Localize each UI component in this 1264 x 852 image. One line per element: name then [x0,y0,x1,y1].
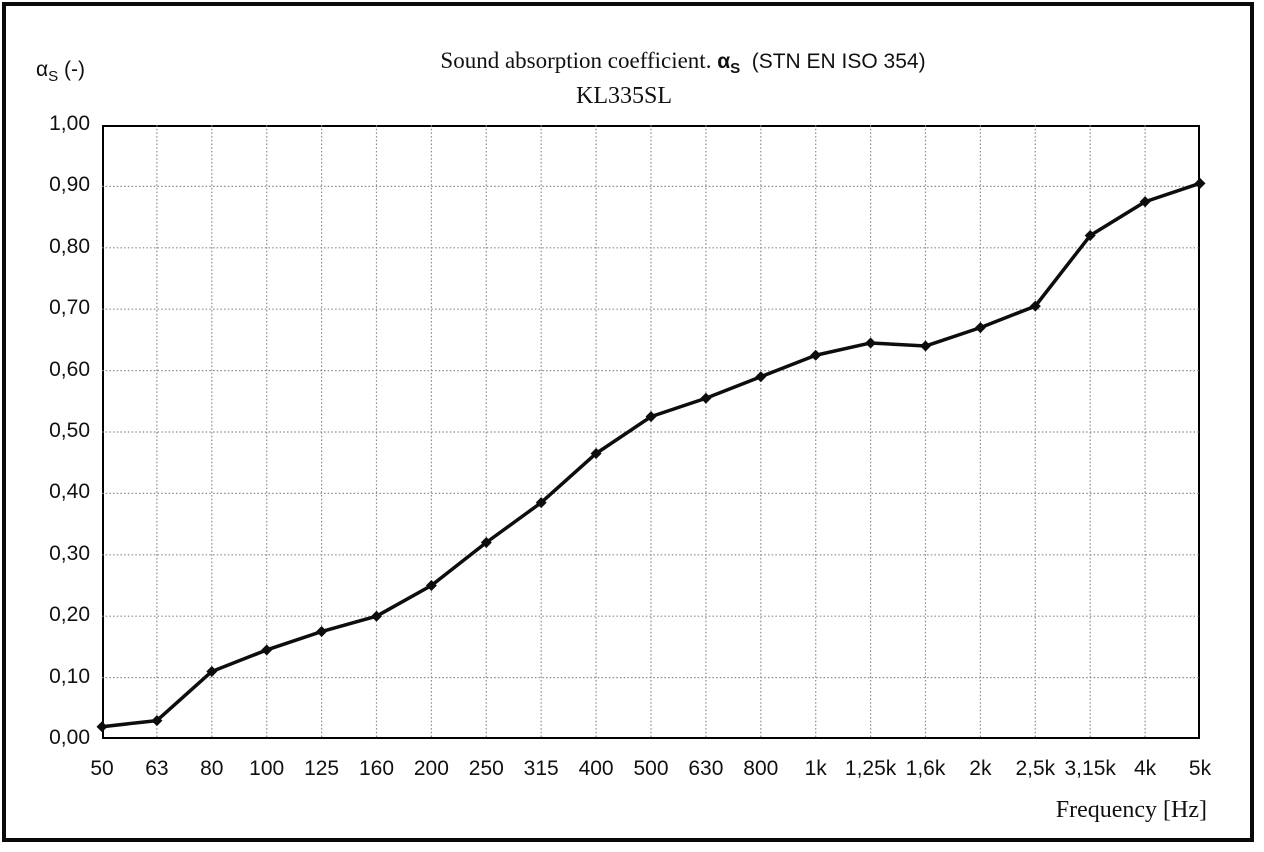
data-point-marker [1029,300,1041,312]
x-axis-tick-label: 4k [1134,757,1157,780]
data-point-marker [1139,196,1151,208]
data-point-marker [151,715,163,727]
plot-area [96,125,1206,739]
data-point-marker [425,580,437,591]
x-axis-tick-label: 5k [1188,757,1212,780]
page-border [2,2,1254,842]
data-point-marker [645,411,657,423]
data-point-marker [96,721,108,733]
x-axis-tick-label: 100 [249,757,285,780]
chart-title: Sound absorption coefficient. αS (STN EN… [440,48,926,78]
data-point-marker [535,497,547,509]
x-axis-tick-label: 50 [90,757,114,780]
data-point-marker [1084,230,1096,242]
x-axis-tick-label: 80 [200,757,224,780]
data-point-marker [316,626,328,638]
y-axis-tick-label: 0,50 [49,419,90,442]
x-axis-tick-label: 315 [523,757,559,780]
x-axis-tick-label: 1k [804,757,827,780]
x-axis-tick-label: 125 [304,757,340,780]
y-axis-tick-label: 0,30 [49,541,90,565]
data-point-marker [480,537,492,549]
data-point-marker [590,447,602,459]
y-axis-tick-label: 0,90 [49,173,90,197]
y-axis-tick-label: 0,70 [49,296,90,320]
data-point-marker [371,610,382,622]
chart-subtitle: KL335SL [576,83,672,109]
x-axis-title: Frequency [Hz] [1055,797,1207,823]
data-point-marker [755,371,767,383]
chart-title-standard: (STN EN ISO 354) [751,50,926,73]
data-point-marker [261,644,273,656]
y-axis-tick-label: 0,00 [49,726,90,749]
data-point-marker [920,340,931,352]
y-axis-tick-label: 1,00 [49,112,90,135]
x-axis-tick-label: 2k [969,757,992,780]
x-axis-tick-label: 630 [688,757,724,780]
chart-svg [96,125,1206,739]
y-axis-tick-label: 0,40 [49,480,90,504]
x-axis-tick-label: 63 [145,757,169,780]
x-axis-tick-label: 3,15k [1064,757,1116,780]
chart-title-main: Sound absorption coefficient. [440,48,712,73]
x-axis-tick-label: 200 [413,757,449,780]
data-point-marker [865,337,877,349]
alpha-subscript: S [48,68,59,86]
x-axis-tick-label: 500 [633,757,669,780]
x-axis-tick-label: 1,6k [905,757,946,780]
x-axis-tick-label: 160 [358,757,395,780]
data-point-marker [1194,177,1206,189]
data-point-marker [206,665,218,677]
x-axis-tick-label: 800 [743,757,779,780]
x-axis-tick-label: 2,5k [1015,757,1056,780]
alpha-symbol: α [36,58,49,81]
x-axis-tick-label: 400 [578,757,614,780]
y-axis-tick-label: 0,10 [49,664,90,688]
y-axis-tick-label: 0,60 [49,357,90,381]
data-point-marker [974,322,986,334]
y-axis-unit-suffix: (-) [58,58,86,81]
x-axis-tick-label: 250 [468,757,504,780]
y-axis-unit-label: αS (-) [36,58,86,86]
x-axis-tick-label: 1,25k [844,757,897,780]
data-point-marker [700,392,712,404]
chart-title-alpha-symbol: αS [717,50,741,78]
data-point-marker [810,349,822,361]
y-axis-tick-label: 0,80 [49,234,90,258]
y-axis-tick-label: 0,20 [49,603,90,627]
